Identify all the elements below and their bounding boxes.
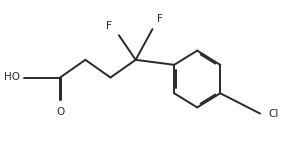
Text: O: O: [56, 107, 64, 117]
Text: F: F: [106, 21, 112, 31]
Text: HO: HO: [4, 73, 20, 82]
Text: Cl: Cl: [269, 109, 279, 119]
Text: F: F: [157, 14, 162, 24]
